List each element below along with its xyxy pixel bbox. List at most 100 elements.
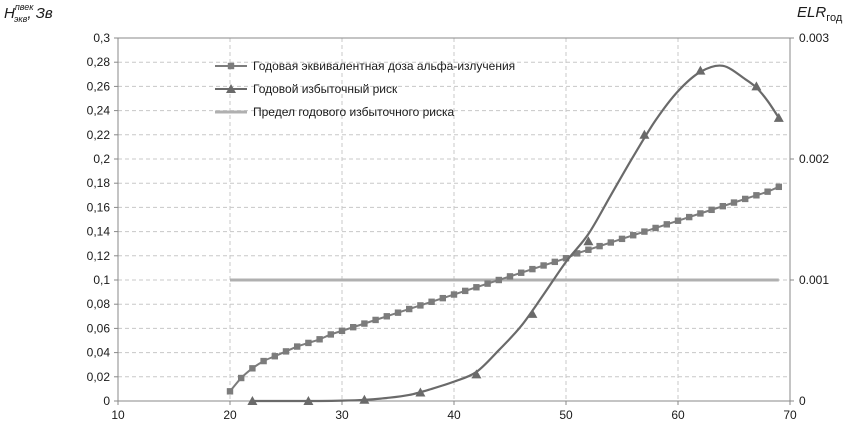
dose-marker — [226, 388, 234, 395]
dose-marker — [394, 309, 402, 316]
dose-marker — [294, 343, 301, 350]
dose-marker — [338, 327, 346, 335]
dose-marker — [540, 262, 547, 269]
risk-marker — [359, 394, 370, 404]
dose-marker — [350, 323, 357, 331]
y-left-axis-title: Hпвек экв, Зв — [4, 2, 53, 24]
dose-marker — [417, 302, 424, 309]
x-tick-label: 50 — [559, 408, 573, 422]
y-left-tick-label: 0,06 — [87, 321, 111, 335]
y-left-tick-label: 0,24 — [87, 104, 111, 118]
risk-marker — [247, 396, 258, 405]
axes — [114, 37, 794, 405]
y-left-tick-label: 0,14 — [87, 225, 111, 239]
risk-marker — [773, 112, 784, 122]
legend-risk-marker — [226, 84, 236, 93]
y-left-tick-label: 0,04 — [87, 346, 111, 360]
dose-marker — [506, 273, 514, 280]
dose-marker — [518, 269, 525, 276]
dose-marker — [529, 265, 536, 273]
dose-marker — [551, 258, 558, 266]
dose-marker — [764, 188, 771, 195]
dose-marker — [618, 235, 626, 243]
dose-marker — [686, 213, 693, 221]
dose-marker — [439, 294, 446, 302]
risk-marker — [639, 129, 650, 139]
y-left-tick-label: 0 — [103, 394, 110, 408]
y-left-tick-label: 0,08 — [87, 297, 111, 311]
x-tick-label: 60 — [671, 408, 685, 422]
y-left-tick-label: 0,12 — [87, 249, 111, 263]
dose-marker — [708, 206, 715, 214]
y-right-axis-title: ELRгод — [797, 4, 843, 24]
risk-marker — [583, 236, 594, 246]
dose-marker — [249, 365, 256, 372]
x-tick-label: 20 — [223, 408, 237, 422]
dose-marker — [462, 287, 469, 295]
dose-marker — [327, 331, 334, 338]
dose-marker — [596, 242, 603, 250]
dose-marker — [305, 339, 312, 347]
dose-marker — [383, 313, 390, 320]
legend-dose-marker — [227, 62, 235, 70]
legend-dose-label: Годовая эквивалентная доза альфа-излучен… — [253, 59, 515, 73]
y-left-tick-label: 0,02 — [87, 370, 111, 384]
dose-marker — [719, 202, 726, 210]
legend-limit-label: Предел годового избыточного риска — [253, 105, 454, 119]
dose-marker — [282, 348, 290, 355]
series-dose-line — [229, 185, 780, 392]
dose-marker — [316, 336, 323, 343]
x-tick-label: 40 — [447, 408, 461, 422]
dose-marker — [730, 199, 738, 206]
dose-marker — [372, 316, 379, 324]
dose-marker — [495, 276, 502, 284]
risk-marker — [303, 396, 314, 405]
axis-titles: Hпвек экв, Зв ELRгод — [4, 2, 843, 24]
x-tick-label: 10 — [111, 408, 125, 422]
series-layer — [226, 64, 784, 405]
dose-marker — [361, 320, 368, 327]
dose-marker — [652, 224, 659, 232]
dose-marker — [775, 183, 782, 191]
y-left-tick-label: 0,22 — [87, 128, 111, 142]
legend-risk-label: Годовой избыточный риск — [253, 82, 398, 96]
dose-marker — [428, 298, 435, 305]
dose-marker — [271, 353, 278, 360]
dose-marker — [406, 305, 413, 313]
dose-marker — [663, 221, 670, 228]
y-right-tick-label: 0 — [799, 394, 806, 408]
tick-labels: 0 0,02 0,04 0,06 0,08 0,1 0,12 0,14 0,16 0,18 0,2 0… — [87, 31, 830, 422]
dose-marker — [260, 357, 267, 365]
y-left-tick-label: 0,26 — [87, 79, 111, 93]
y-right-tick-label: 0.003 — [799, 31, 829, 45]
dose-marker — [450, 291, 458, 298]
dose-marker — [484, 280, 491, 287]
y-left-tick-label: 0,1 — [93, 273, 110, 287]
dose-marker — [473, 284, 480, 291]
dose-marker — [574, 250, 581, 257]
dose-marker — [607, 239, 614, 246]
dose-marker — [630, 232, 637, 239]
dose-marker — [238, 374, 245, 382]
risk-marker — [415, 387, 426, 397]
y-left-tick-label: 0,3 — [93, 31, 110, 45]
risk-marker — [695, 65, 706, 75]
y-left-tick-label: 0,28 — [87, 55, 111, 69]
risk-marker — [471, 369, 482, 379]
y-left-tick-label: 0,16 — [87, 200, 111, 214]
dose-marker — [585, 246, 592, 253]
y-right-tick-label: 0.002 — [799, 152, 829, 166]
dose-marker — [562, 255, 570, 262]
x-tick-label: 70 — [783, 408, 797, 422]
dose-marker — [697, 210, 704, 217]
dose-marker — [742, 195, 749, 203]
dose-marker — [674, 217, 682, 224]
dose-marker — [753, 192, 760, 199]
risk-marker — [527, 308, 538, 318]
y-left-tick-label: 0,2 — [93, 152, 110, 166]
x-tick-label: 30 — [335, 408, 349, 422]
dose-marker — [641, 228, 648, 235]
risk-marker — [751, 81, 762, 91]
legend: Годовая эквивалентная доза альфа-излучен… — [215, 59, 515, 119]
